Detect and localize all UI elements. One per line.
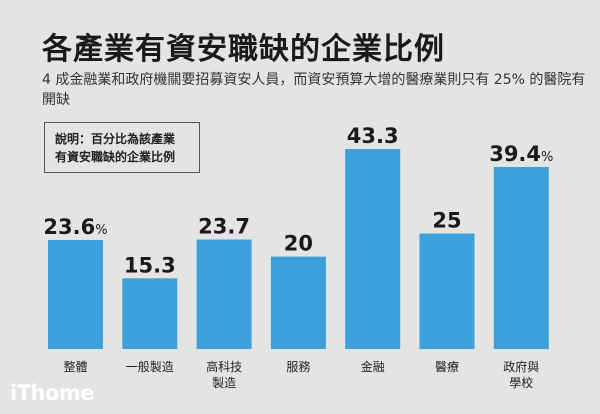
category-label-5-0: 醫療 bbox=[435, 360, 459, 374]
chart-title: 各產業有資安職缺的企業比例 bbox=[42, 32, 445, 67]
ithome-logo: iThome bbox=[10, 381, 95, 405]
category-label-4-0: 金融 bbox=[361, 359, 385, 374]
value-label-3: 20 bbox=[284, 232, 313, 256]
category-label-3-0: 服務 bbox=[286, 360, 310, 374]
bar-2 bbox=[196, 239, 252, 349]
bar-1 bbox=[122, 278, 178, 349]
category-label-6-0: 政府與 bbox=[503, 359, 539, 374]
bar-6 bbox=[493, 167, 549, 349]
chart-subtitle: 4 成金融業和政府機關要招募資安人員，而資安預算大增的醫療業則只有 25% 的醫… bbox=[42, 72, 586, 108]
chart-note: 說明：百分比為該產業 有資安職缺的企業比例 bbox=[44, 122, 200, 173]
bar-0 bbox=[48, 239, 103, 349]
value-label-6: 39.4% bbox=[489, 142, 553, 166]
category-label-0-0: 整體 bbox=[63, 359, 87, 374]
value-label-1: 15.3 bbox=[124, 253, 176, 277]
note-line-1: 說明：百分比為該產業 bbox=[55, 132, 176, 146]
value-label-4: 43.3 bbox=[347, 124, 399, 148]
category-label-1-0: 一般製造 bbox=[126, 359, 174, 374]
category-label-6-1: 學校 bbox=[509, 375, 533, 390]
bar-5 bbox=[419, 233, 475, 349]
bar-4 bbox=[345, 149, 401, 349]
value-label-0: 23.6% bbox=[43, 215, 107, 239]
category-label-2-1: 製造 bbox=[212, 376, 236, 390]
note-line-2: 有資安職缺的企業比例 bbox=[55, 150, 176, 164]
category-label-2-0: 高科技 bbox=[206, 359, 242, 374]
bar-3 bbox=[270, 256, 326, 349]
value-label-5: 25 bbox=[432, 209, 461, 233]
value-label-2: 23.7 bbox=[198, 215, 250, 239]
